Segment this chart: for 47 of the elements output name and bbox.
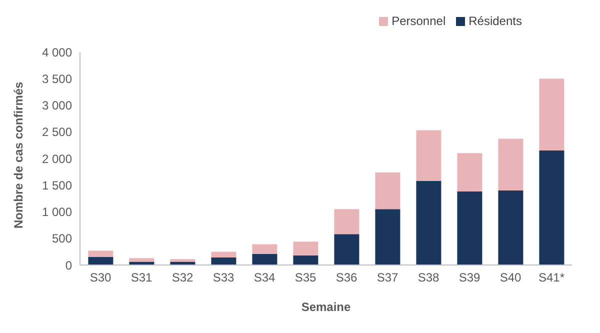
- bar: [88, 257, 114, 265]
- x-tick-label: S37: [376, 270, 398, 285]
- bar: [129, 258, 154, 262]
- bar: [293, 242, 318, 256]
- x-tick-label: S36: [336, 270, 358, 285]
- legend-label: Résidents: [468, 14, 522, 28]
- bar: [211, 258, 236, 265]
- x-tick-label: S39: [458, 270, 480, 285]
- bar: [88, 250, 114, 258]
- bar: [211, 252, 236, 258]
- bar: [375, 172, 400, 210]
- bar: [170, 259, 196, 262]
- bar: [252, 244, 278, 254]
- x-tick-label: S32: [172, 270, 194, 285]
- legend-label: Personnel: [392, 14, 446, 28]
- y-tick-label: 4 000: [42, 45, 72, 60]
- bar: [375, 209, 400, 265]
- y-tick-label: 0: [65, 258, 72, 272]
- bar: [416, 180, 442, 265]
- y-tick-label: 3 500: [42, 72, 72, 86]
- bar: [539, 150, 564, 265]
- bar: [457, 192, 482, 265]
- x-tick-label: S35: [294, 270, 316, 285]
- bar: [498, 190, 524, 265]
- y-tick-label: 1 500: [42, 178, 72, 192]
- bar: [416, 130, 442, 181]
- bar: [539, 78, 564, 151]
- x-tick-label: S30: [90, 270, 112, 285]
- y-tick-label: 3 000: [42, 98, 72, 113]
- y-tick-label: 500: [52, 232, 72, 246]
- bar: [293, 255, 318, 265]
- bar: [334, 234, 360, 265]
- y-tick-label: 1 000: [42, 205, 72, 220]
- x-tick-label: S41*: [538, 270, 565, 285]
- bar: [498, 138, 524, 190]
- x-tick-label: S34: [254, 270, 276, 285]
- y-axis-title: Nombre de cas confirmés: [11, 81, 26, 228]
- y-tick-label: 2 000: [42, 152, 72, 166]
- bar: [252, 254, 278, 265]
- bar: [334, 209, 360, 234]
- x-tick-label: S38: [418, 270, 440, 285]
- x-tick-label: S33: [212, 270, 234, 285]
- y-tick-label: 2 500: [42, 125, 72, 140]
- x-tick-label: S40: [500, 270, 522, 285]
- bar: [457, 153, 482, 192]
- x-tick-label: S31: [130, 270, 152, 285]
- x-axis-title: Semaine: [301, 300, 352, 314]
